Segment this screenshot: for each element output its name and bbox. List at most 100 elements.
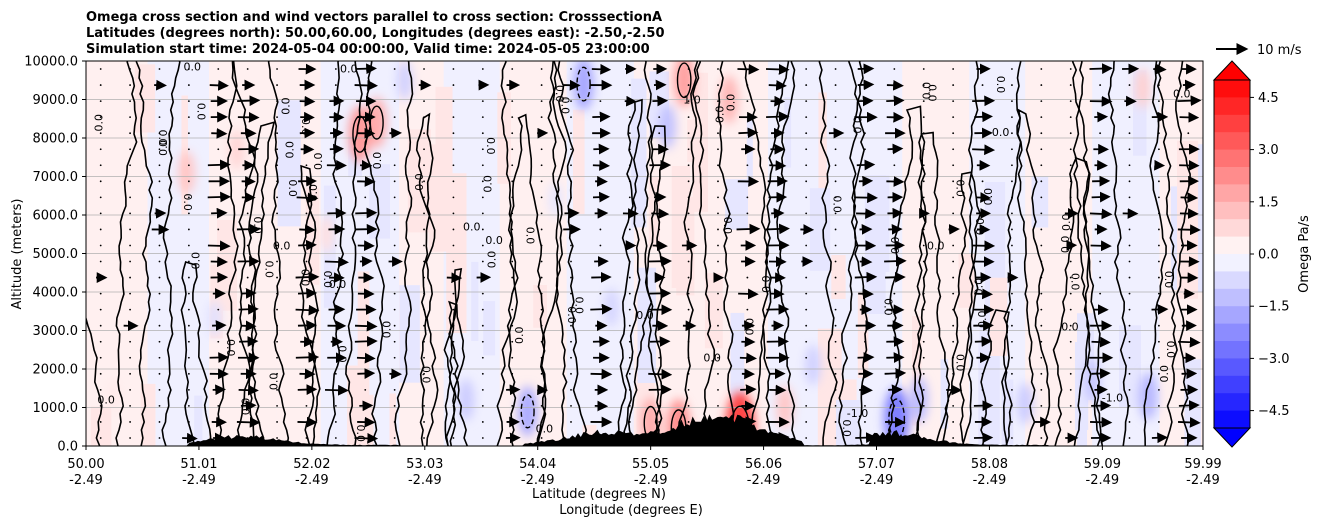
wind-vector-calm [1011, 260, 1013, 263]
wind-vector-calm [1040, 116, 1043, 119]
contour-label: 0.0 [840, 419, 853, 437]
contour-label: 0.0 [329, 278, 347, 291]
colorbar-segment [1214, 375, 1250, 394]
wind-vector-calm [305, 212, 308, 215]
wind-vector-calm [187, 228, 190, 231]
wind-vector-calm [129, 196, 131, 199]
wind-vector-calm [540, 244, 543, 247]
wind-vector-calm [570, 132, 572, 135]
zero-contour [557, 61, 588, 446]
contour-label: 0.0 [1173, 88, 1191, 101]
wind-vector-calm [276, 228, 278, 231]
colorbar-segment [1214, 167, 1250, 185]
contour-label: 0.0 [286, 179, 299, 197]
wind-vector-calm [99, 308, 102, 311]
wind-vector-calm [628, 116, 631, 119]
wind-vector-calm [922, 292, 925, 295]
wind-vector [738, 288, 759, 300]
wind-vector-calm [599, 244, 602, 247]
wind-vector-calm [922, 372, 925, 375]
wind-vector-calm [452, 196, 455, 199]
wind-vector-calm [805, 244, 808, 247]
wind-vector-calm [393, 404, 396, 407]
wind-vector-calm [129, 180, 131, 183]
wind-vector-calm [1069, 404, 1072, 407]
contour-label: 0.0 [976, 311, 989, 329]
wind-vector-calm [452, 308, 455, 311]
wind-vector-calm [687, 292, 690, 295]
wind-vector-calm [952, 356, 955, 359]
wind-vector-calm [834, 260, 837, 263]
y-tick-label: 6000.0 [33, 209, 79, 224]
zero-contour [717, 61, 735, 446]
terrain-silhouette [86, 414, 1203, 446]
wind-vector-calm [540, 276, 543, 279]
wind-vector-calm [540, 340, 543, 343]
wind-vector [737, 63, 760, 75]
zero-contour [448, 268, 469, 446]
wind-vector [238, 303, 259, 315]
wind-vector-calm [334, 196, 337, 199]
omega-patch [140, 383, 156, 446]
wind-vector-calm [922, 132, 925, 135]
wind-vector [1091, 191, 1111, 203]
contour-label: 0.0 [725, 94, 738, 112]
wind-vector [740, 384, 757, 395]
contour-label: 0.0 [321, 270, 334, 288]
colorbar-extend-max [1212, 60, 1252, 81]
wind-vector-calm [99, 372, 102, 375]
wind-vector-calm [187, 100, 190, 103]
wind-vector-calm [1040, 228, 1043, 231]
wind-vector-calm [1040, 244, 1043, 247]
wind-vector-calm [687, 228, 690, 231]
wind-vector-calm [570, 292, 572, 295]
wind-vector [355, 207, 378, 219]
contour-label: 0.0 [703, 351, 721, 364]
wind-vector-calm [334, 84, 337, 86]
wind-vector-calm [511, 244, 514, 247]
wind-vector-calm [99, 84, 102, 86]
wind-vector-calm [99, 404, 102, 407]
colorbar-tick-label: −4.5 [1258, 404, 1290, 419]
wind-vector-calm [99, 292, 102, 295]
wind-vector-calm [1099, 276, 1102, 279]
wind-vector-calm [687, 356, 690, 359]
colorbar-tick-label: 1.5 [1258, 195, 1279, 210]
wind-vector-calm [658, 421, 661, 423]
wind-vector-calm [1040, 437, 1043, 439]
wind-vector-calm [922, 244, 925, 247]
wind-vector-calm [1011, 164, 1013, 167]
wind-vector-calm [687, 100, 690, 103]
colorbar: 4.5 3.0 1.5 0.0 −1.5 −3.0 −4.5 [1212, 60, 1290, 448]
wind-vector-calm [1158, 388, 1160, 391]
contour-label: 0.0 [280, 97, 293, 115]
contour-label: 0.0 [721, 217, 734, 235]
contour-label: 0.0 [572, 297, 585, 315]
wind-vector-calm [511, 116, 514, 119]
zero-contour [911, 131, 951, 446]
wind-vector-calm [1011, 308, 1013, 311]
wind-vector-calm [1158, 180, 1160, 183]
wind-vector-calm [187, 84, 190, 86]
omega-cell [319, 216, 334, 253]
wind-vector-calm [834, 421, 837, 423]
colorbar-segment [1214, 132, 1250, 151]
wind-vector-calm [805, 308, 808, 311]
contour-label: 0.0 [714, 106, 727, 124]
wind-vector-calm [393, 68, 396, 70]
wind-vector-calm [393, 356, 396, 359]
wind-vector [209, 79, 229, 91]
wind-vector-calm [187, 372, 190, 375]
wind-vector [972, 144, 996, 156]
wind-vector-calm [1011, 180, 1013, 183]
wind-vector-calm [805, 132, 808, 135]
zero-contour [1073, 156, 1104, 446]
wind-vector-calm [423, 276, 425, 279]
contour-label: 0.0 [97, 394, 115, 407]
wind-vector-calm [99, 116, 102, 119]
wind-vector-calm [1069, 324, 1072, 327]
y-tick-label: 0.0 [57, 440, 78, 455]
contour-label: 0.0 [1158, 365, 1171, 383]
wind-vector-calm [628, 388, 631, 391]
wind-vector-calm [1158, 372, 1160, 375]
